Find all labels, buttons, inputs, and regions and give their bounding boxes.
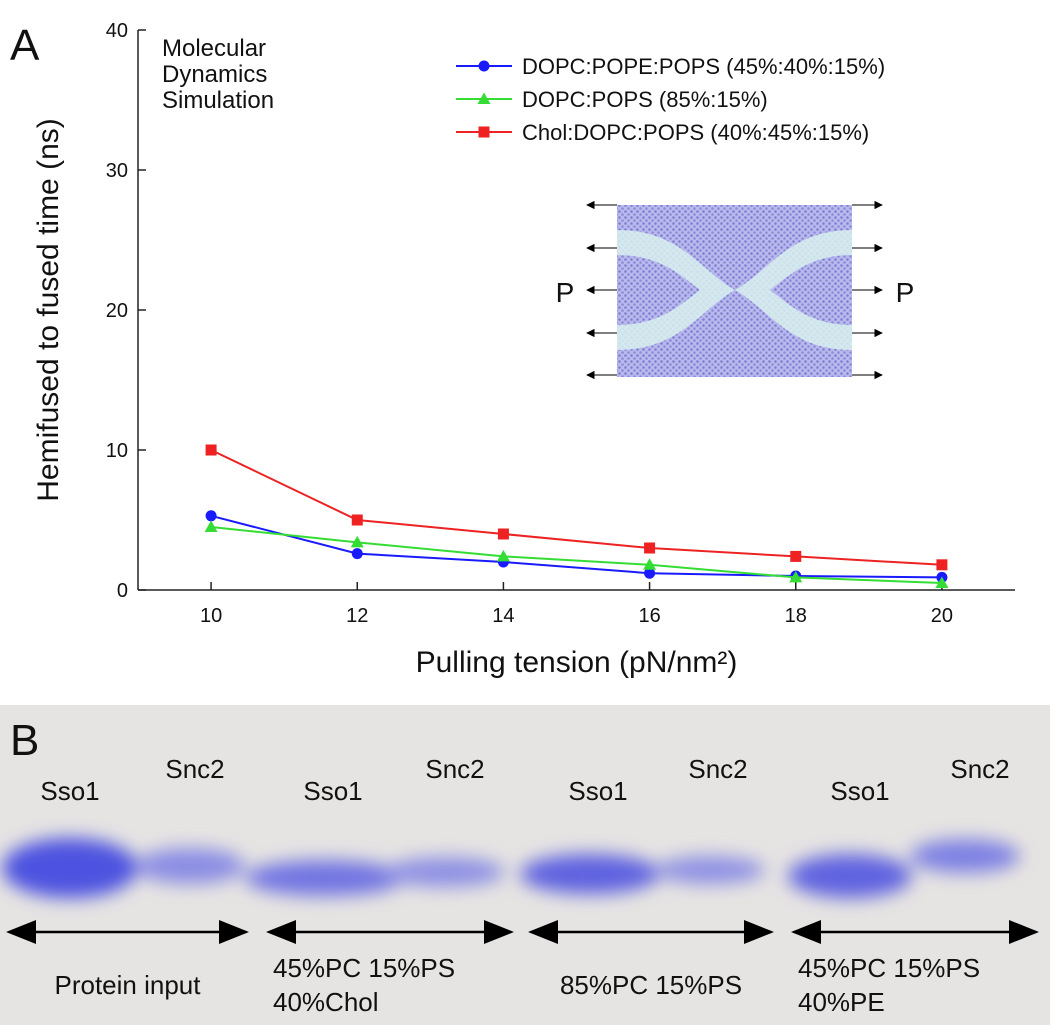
y-tick-label: 0 [117, 580, 128, 602]
inset: P P [556, 200, 915, 380]
data-point [643, 558, 657, 570]
gel-panel: B Sso1 Snc2 Sso1 Snc2 Sso1 Snc2 Sso1 Snc2 Protei… [0, 705, 1050, 1025]
inset-label: P [556, 277, 575, 308]
lane-label: Sso1 [568, 776, 627, 806]
group-label: 40%Chol [273, 987, 379, 1017]
data-point [205, 510, 217, 522]
x-tick-label: 14 [492, 605, 514, 627]
y-axis-label: Hemifused to fused time (ns) [32, 118, 65, 501]
legend-label: DOPC:POPE:POPS (45%:40%:15%) [522, 54, 885, 79]
data-point [644, 542, 656, 554]
inset-membrane [617, 205, 852, 377]
lane-label: Sso1 [830, 776, 889, 806]
y-tick-label: 40 [106, 20, 128, 42]
annotation: Molecular [162, 35, 266, 62]
inset-label: P [896, 277, 915, 308]
y-tick-label: 10 [106, 440, 128, 462]
annotation: Dynamics [162, 61, 267, 88]
panel-label: A [10, 21, 40, 70]
series-line [210, 526, 942, 584]
data-point [205, 444, 217, 456]
data-point [936, 559, 948, 571]
lane-label: Snc2 [950, 754, 1009, 784]
data-point [789, 570, 803, 583]
x-tick-label: 12 [346, 605, 368, 627]
data-point [497, 528, 509, 540]
lane-label: Sso1 [303, 776, 362, 806]
x-tick-label: 16 [638, 605, 660, 627]
lane-label: Snc2 [165, 754, 224, 784]
lane-label: Sso1 [40, 776, 99, 806]
lane-label: Snc2 [688, 754, 747, 784]
annotation: Simulation [162, 87, 274, 114]
data-point [351, 548, 363, 560]
data-point [350, 535, 364, 548]
x-axis-label: Pulling tension (pN/nm²) [416, 646, 738, 679]
group-label: 45%PC 15%PS [273, 953, 455, 983]
legend-marker [478, 126, 490, 138]
group-label: 45%PC 15%PS [798, 953, 980, 983]
data-point [351, 514, 363, 526]
x-tick-label: 18 [785, 605, 807, 627]
y-tick-label: 30 [106, 160, 128, 182]
x-tick-label: 20 [931, 605, 953, 627]
data-point [644, 567, 656, 579]
y-tick-label: 20 [106, 300, 128, 322]
legend-marker [478, 60, 490, 72]
x-tick-label: 10 [200, 605, 222, 627]
group-label: Protein input [55, 970, 202, 1000]
data-point [790, 550, 802, 562]
group-label: 85%PC 15%PS [560, 970, 742, 1000]
lane-label: Snc2 [425, 754, 484, 784]
legend-label: Chol:DOPC:POPS (40%:45%:15%) [522, 120, 869, 145]
legend-marker [477, 92, 491, 104]
data-point [935, 576, 949, 588]
data-point [496, 549, 510, 562]
series-line [210, 514, 942, 579]
data-point [204, 520, 218, 532]
inset-fusion-pore [617, 230, 852, 350]
panel-label: B [10, 716, 39, 765]
legend-label: DOPC:POPS (85%:15%) [522, 87, 768, 112]
group-label: 40%PE [798, 987, 885, 1017]
series-line [210, 449, 942, 566]
